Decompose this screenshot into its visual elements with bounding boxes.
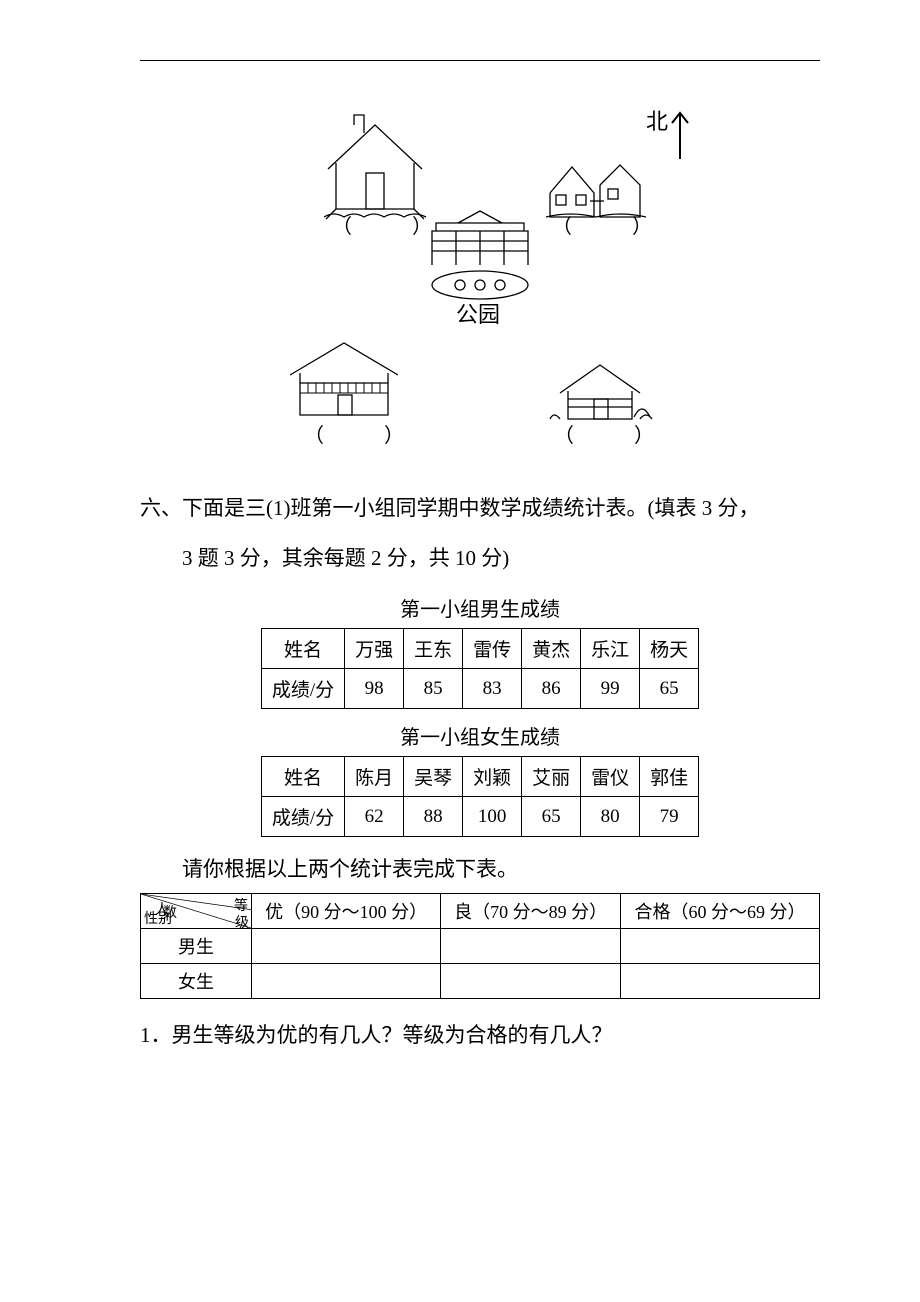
blank-southwest[interactable]: （ ） [304,419,404,448]
table-row: 成绩/分 62 88 100 65 80 79 [261,797,698,837]
row-header-score: 成绩/分 [261,797,344,837]
table-row: 女生 [141,964,820,999]
blank-cell[interactable] [441,929,621,964]
cell: 雷传 [463,629,522,669]
diag-right: 级 [235,912,249,932]
north-arrow-icon [672,113,688,159]
blank-northwest[interactable]: （ ） [332,210,432,239]
row-header-name: 姓名 [261,757,344,797]
cell: 陈月 [345,757,404,797]
cell: 艾丽 [522,757,581,797]
cell: 刘颖 [463,757,522,797]
cell: 吴琴 [404,757,463,797]
cell: 83 [463,669,522,709]
diagonal-header-cell: 人 等 数 级 性别 [141,894,252,929]
row-header-name: 姓名 [261,629,344,669]
top-rule [140,60,820,61]
table-row: 人 等 数 级 性别 优（90 分～100 分） 良（70 分～89 分） 合格… [141,894,820,929]
question-1: 1．男生等级为优的有几人？等级为合格的有几人？ [140,1019,820,1049]
cell: 王东 [404,629,463,669]
table-row: 姓名 陈月 吴琴 刘颖 艾丽 雷仪 郭佳 [261,757,698,797]
blank-cell[interactable] [620,929,819,964]
north-label: 北 [646,104,668,136]
blank-cell[interactable] [252,929,441,964]
col-header: 良（70 分～89 分） [441,894,621,929]
section-6-heading-line2: 3 题 3 分，其余每题 2 分，共 10 分) [140,535,820,581]
cell: 65 [640,669,699,709]
cell: 99 [581,669,640,709]
cell: 85 [404,669,463,709]
blank-northeast[interactable]: （ ） [552,210,652,239]
col-header: 合格（60 分～69 分） [620,894,819,929]
house-southwest-icon [290,343,398,415]
fill-note: 请你根据以上两个统计表完成下表。 [140,853,820,883]
section-6-heading: 六、下面是三(1)班第一小组同学期中数学成绩统计表。(填表 3 分， [140,485,820,531]
map-illustration: 北 （ ） （ ） （ ） （ ） 公园 [250,101,710,461]
cell: 黄杰 [522,629,581,669]
house-northwest-icon [324,115,426,219]
blank-southeast[interactable]: （ ） [554,419,654,448]
park-label: 公园 [456,297,500,329]
girls-table-caption: 第一小组女生成绩 [140,721,820,750]
row-label-girls: 女生 [141,964,252,999]
house-southeast-icon [550,365,652,419]
cell: 80 [581,797,640,837]
map-svg [250,101,710,461]
grade-summary-table: 人 等 数 级 性别 优（90 分～100 分） 良（70 分～89 分） 合格… [140,893,820,999]
cell: 65 [522,797,581,837]
blank-cell[interactable] [620,964,819,999]
boys-table-caption: 第一小组男生成绩 [140,593,820,622]
cell: 79 [640,797,699,837]
cell: 雷仪 [581,757,640,797]
cell: 86 [522,669,581,709]
cell: 100 [463,797,522,837]
row-header-score: 成绩/分 [261,669,344,709]
table-row: 男生 [141,929,820,964]
boys-score-table: 姓名 万强 王东 雷传 黄杰 乐江 杨天 成绩/分 98 85 83 86 99… [261,628,699,709]
cell: 88 [404,797,463,837]
cell: 杨天 [640,629,699,669]
cell: 98 [345,669,404,709]
col-header: 优（90 分～100 分） [252,894,441,929]
park-icon [432,211,528,299]
cell: 62 [345,797,404,837]
girls-score-table: 姓名 陈月 吴琴 刘颖 艾丽 雷仪 郭佳 成绩/分 62 88 100 65 8… [261,756,699,837]
row-label-boys: 男生 [141,929,252,964]
cell: 万强 [345,629,404,669]
diag-bottom: 性别 [144,908,172,928]
cell: 乐江 [581,629,640,669]
cell: 郭佳 [640,757,699,797]
blank-cell[interactable] [252,964,441,999]
table-row: 成绩/分 98 85 83 86 99 65 [261,669,698,709]
table-row: 姓名 万强 王东 雷传 黄杰 乐江 杨天 [261,629,698,669]
blank-cell[interactable] [441,964,621,999]
